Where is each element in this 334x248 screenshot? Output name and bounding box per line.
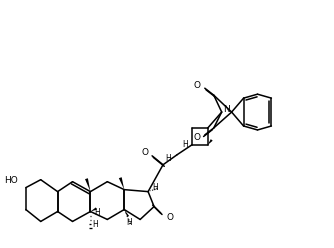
- Text: H: H: [165, 154, 171, 163]
- Text: N: N: [223, 105, 229, 114]
- Polygon shape: [85, 178, 91, 192]
- Text: H: H: [126, 218, 132, 227]
- Polygon shape: [208, 139, 213, 145]
- Text: O: O: [141, 148, 148, 157]
- Text: H: H: [93, 220, 98, 229]
- Text: O: O: [166, 213, 173, 222]
- Polygon shape: [119, 177, 124, 190]
- Text: H: H: [182, 140, 188, 149]
- Polygon shape: [124, 210, 129, 217]
- Text: O: O: [194, 81, 201, 90]
- Text: O: O: [194, 133, 201, 142]
- Polygon shape: [91, 207, 97, 212]
- Text: H: H: [95, 208, 100, 217]
- Text: HO: HO: [4, 176, 18, 185]
- Text: H: H: [152, 183, 158, 192]
